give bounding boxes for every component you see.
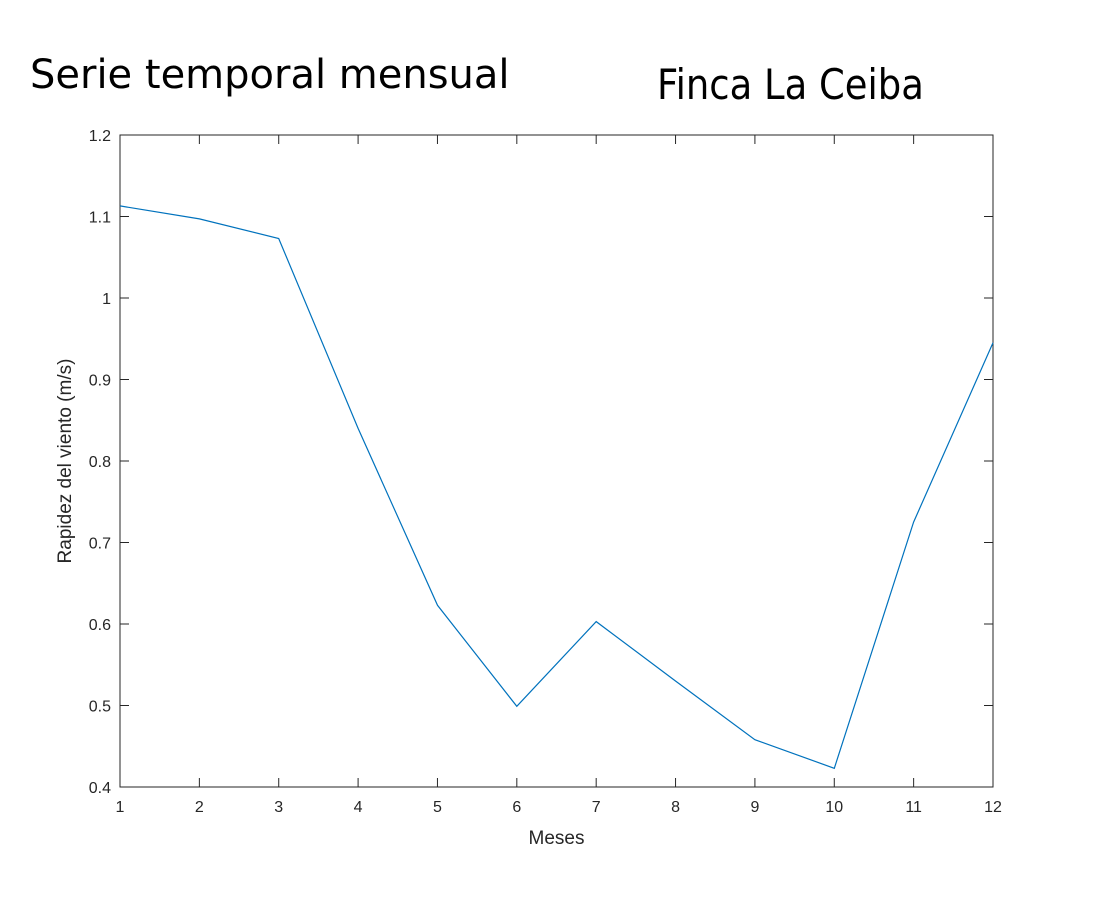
chart-title-right: Finca La Ceiba — [657, 60, 924, 109]
x-tick-label: 6 — [512, 799, 521, 816]
x-tick-label: 11 — [905, 799, 922, 816]
series-line — [119, 205, 994, 770]
y-tick-label: 1.2 — [89, 128, 111, 145]
x-tick-label: 4 — [354, 799, 363, 816]
x-tick-label: 9 — [750, 799, 759, 816]
x-tick-label: 5 — [433, 799, 442, 816]
y-tick-label: 0.9 — [89, 373, 111, 390]
y-tick-label: 0.8 — [89, 454, 111, 471]
x-tick-label: 8 — [671, 799, 680, 816]
y-axis-label: Rapidez del viento (m/s) — [55, 359, 76, 564]
x-tick-label: 7 — [592, 799, 601, 816]
x-tick-label: 3 — [274, 799, 283, 816]
y-tick-label: 1 — [102, 291, 111, 308]
y-tick-label: 0.5 — [89, 699, 111, 716]
x-tick-label: 2 — [195, 799, 204, 816]
plot-area-box — [119, 134, 994, 788]
y-tick-label: 0.6 — [89, 617, 111, 634]
x-tick-label: 12 — [984, 799, 1002, 816]
x-axis-label: Meses — [529, 828, 585, 849]
x-tick-label: 10 — [825, 799, 843, 816]
y-tick-label: 0.4 — [89, 780, 111, 797]
y-tick-label: 1.1 — [89, 210, 111, 227]
x-tick-label: 1 — [116, 799, 125, 816]
chart-title-left: Serie temporal mensual — [30, 52, 510, 98]
y-tick-label: 0.7 — [89, 536, 111, 553]
